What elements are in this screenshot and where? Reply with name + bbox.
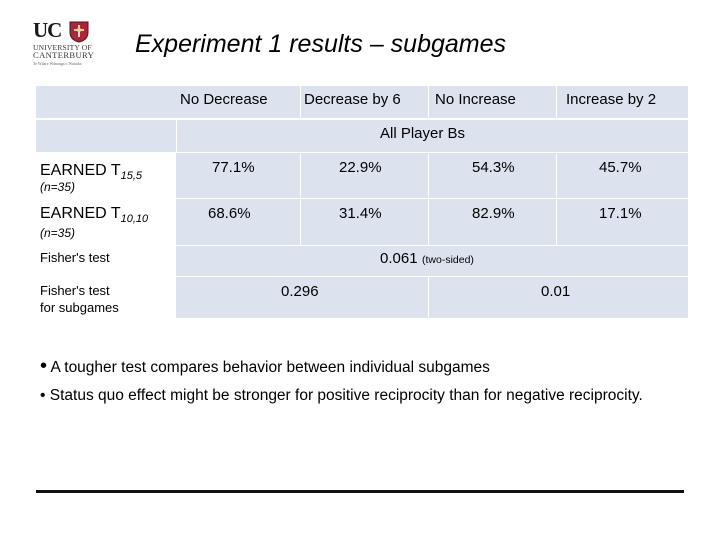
table-cell: 77.1% [212, 159, 255, 176]
row-label-subscript: 10,10 [120, 213, 149, 226]
grid-line [428, 86, 429, 118]
row-label-text: EARNED T [40, 162, 121, 179]
bullet-text: A tougher test compares behavior between… [50, 359, 490, 376]
logo-uc-text: UC [33, 18, 62, 42]
column-header: No Decrease [180, 91, 268, 108]
fisher-label: Fisher's test [40, 250, 110, 265]
bullet-item: • A tougher test compares behavior betwe… [40, 355, 680, 378]
bullet-icon: • [40, 387, 46, 404]
fisher-sub-left-value: 0.296 [281, 283, 319, 300]
group-label: All Player Bs [380, 125, 466, 142]
fisher-sub-label-2: for subgames [40, 300, 119, 315]
grid-line [176, 120, 177, 152]
fisher-sub-label-1: Fisher's test [40, 283, 110, 298]
bottom-rule [36, 490, 684, 493]
table-cell: 54.3% [472, 159, 515, 176]
column-header: Decrease by 6 [304, 91, 401, 108]
grid-line [556, 86, 557, 118]
grid-line [428, 277, 429, 318]
data-band [176, 153, 688, 318]
logo-line-3: Te Whare Wānanga o Waitaha [33, 61, 82, 66]
crest-icon [69, 21, 89, 43]
logo-line-1: UNIVERSITY OF [33, 43, 92, 52]
table-cell: 45.7% [599, 159, 642, 176]
university-logo: UC UNIVERSITY OF CANTERBURY Te Whare Wān… [33, 18, 95, 70]
header-band [36, 86, 688, 118]
fisher-result: 0.061 (two-sided) [380, 250, 474, 268]
row-label-subscript: 15,5 [120, 170, 143, 183]
grid-line [176, 198, 688, 199]
fisher-note: (two-sided) [422, 254, 474, 266]
bullet-text: Status quo effect might be stronger for … [49, 387, 643, 404]
grid-line [300, 86, 301, 118]
column-header: Increase by 2 [566, 91, 657, 108]
grid-line [428, 153, 429, 245]
table-cell: 22.9% [339, 159, 382, 176]
fisher-sub-right-value: 0.01 [541, 283, 571, 300]
table-cell: 82.9% [472, 205, 515, 222]
row-label: EARNED T10,10 [40, 205, 148, 225]
grid-line [300, 153, 301, 245]
grid-line [176, 245, 688, 246]
group-band [36, 120, 688, 152]
row-n: (n=35) [40, 180, 76, 194]
logo-line-2: CANTERBURY [33, 50, 95, 60]
slide-title: Experiment 1 results – subgames [135, 30, 507, 58]
table-cell: 31.4% [339, 205, 382, 222]
row-label-text: EARNED T [40, 205, 121, 222]
row-label: EARNED T15,5 [40, 162, 142, 182]
grid-line [176, 276, 688, 277]
column-header: No Increase [435, 91, 516, 108]
bullet-item: • Status quo effect might be stronger fo… [40, 385, 680, 406]
row-n: (n=35) [40, 226, 76, 240]
table-cell: 17.1% [599, 205, 642, 222]
grid-line [556, 153, 557, 245]
fisher-value: 0.061 [380, 250, 418, 267]
table-cell: 68.6% [208, 205, 251, 222]
bullet-icon: • [40, 355, 48, 377]
